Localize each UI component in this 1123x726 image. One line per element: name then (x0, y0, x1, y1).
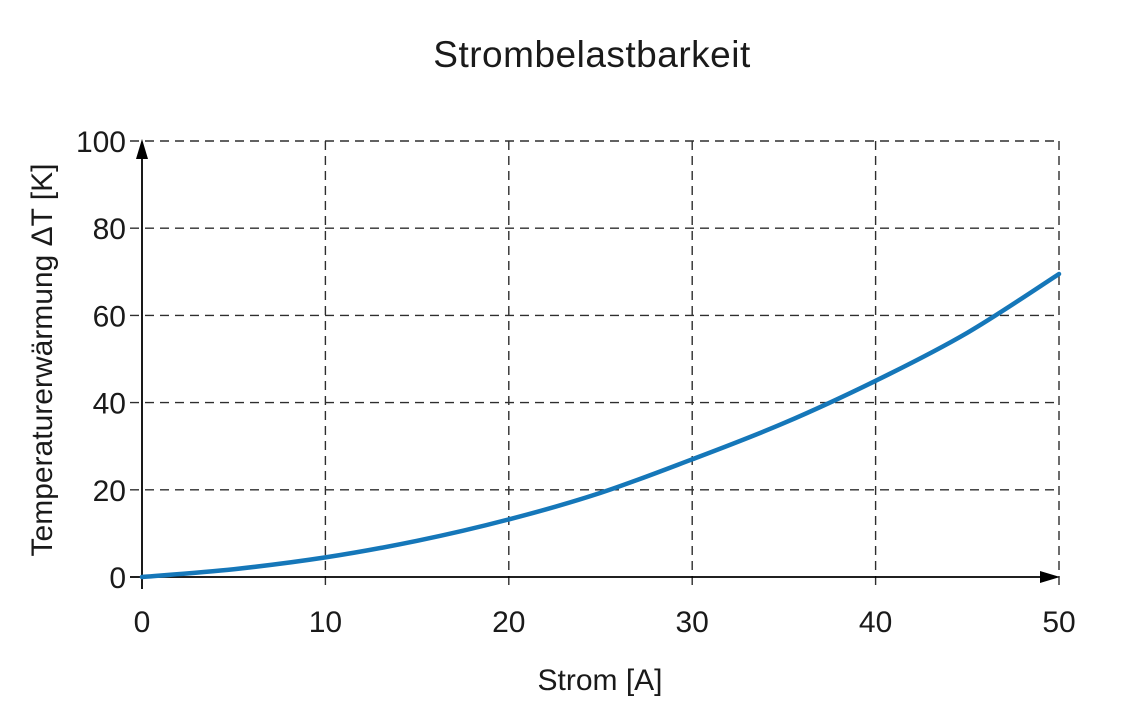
y-tick-label: 100 (76, 126, 126, 159)
gridlines (130, 140, 1060, 589)
y-axis-label: Temperaturerwärmung ΔT [K] (26, 164, 59, 557)
x-tick-label: 20 (492, 606, 525, 639)
x-tick-label: 40 (859, 606, 892, 639)
chart-title: Strombelastbarkeit (433, 34, 751, 75)
x-tick-label: 10 (309, 606, 342, 639)
y-tick-label: 40 (93, 388, 126, 421)
data-series (139, 271, 1062, 580)
x-tick-label: 50 (1042, 606, 1075, 639)
x-axis-arrow (1040, 571, 1060, 583)
data-curve (139, 271, 1062, 580)
x-tick-label: 30 (676, 606, 709, 639)
y-tick-label: 80 (93, 213, 126, 246)
x-axis-label: Strom [A] (537, 664, 662, 697)
y-axis-arrow (136, 139, 148, 159)
y-tick-label: 0 (109, 562, 126, 595)
tick-labels: 0 10 20 30 40 50 0 20 40 60 80 100 (76, 126, 1076, 639)
x-tick-label: 0 (134, 606, 151, 639)
axes (130, 139, 1060, 589)
y-tick-label: 20 (93, 475, 126, 508)
y-tick-label: 60 (93, 300, 126, 333)
